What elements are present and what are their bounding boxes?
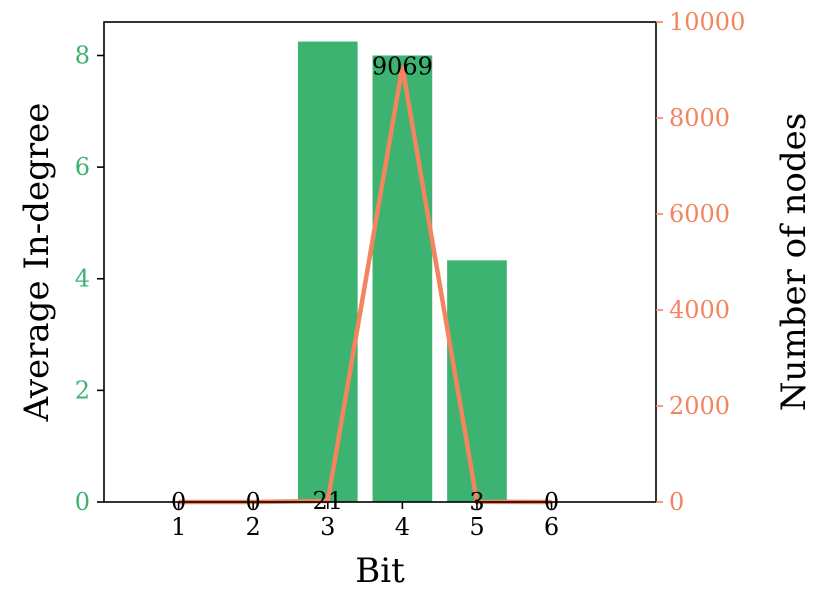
x-tick-label: 2	[246, 513, 261, 541]
right-tick-label: 2000	[669, 392, 730, 420]
left-axis: 0 2 4 6 8	[75, 41, 104, 516]
bar-3	[297, 41, 358, 503]
plot-frame	[103, 21, 657, 503]
bar-series	[297, 41, 507, 503]
data-label-4: 9069	[372, 53, 433, 81]
left-tick-label: 2	[75, 376, 90, 404]
left-tick-label: 4	[75, 265, 90, 293]
right-tick-label: 8000	[669, 104, 730, 132]
right-tick-label: 6000	[669, 200, 730, 228]
x-tick-label: 4	[395, 513, 410, 541]
data-label-3: 21	[313, 487, 344, 515]
x-axis-title: Bit	[355, 551, 405, 591]
right-tick-label: 4000	[669, 296, 730, 324]
left-axis-title: Average In-degree	[17, 103, 57, 423]
left-tick-label: 6	[75, 153, 90, 181]
right-axis: 0 2000 4000 6000 8000 10000	[656, 8, 745, 516]
x-tick-label: 6	[544, 513, 559, 541]
right-tick-label: 0	[669, 488, 684, 516]
right-tick-label: 10000	[669, 8, 745, 36]
left-tick-label: 0	[75, 488, 90, 516]
right-axis-title: Number of nodes	[774, 113, 814, 411]
x-tick-label: 1	[171, 513, 186, 541]
left-tick-label: 8	[75, 41, 90, 69]
x-axis: 1 2 3 4 5 6	[171, 502, 559, 541]
bar-4	[372, 55, 433, 502]
x-tick-label: 5	[469, 513, 484, 541]
x-tick-label: 3	[320, 513, 335, 541]
